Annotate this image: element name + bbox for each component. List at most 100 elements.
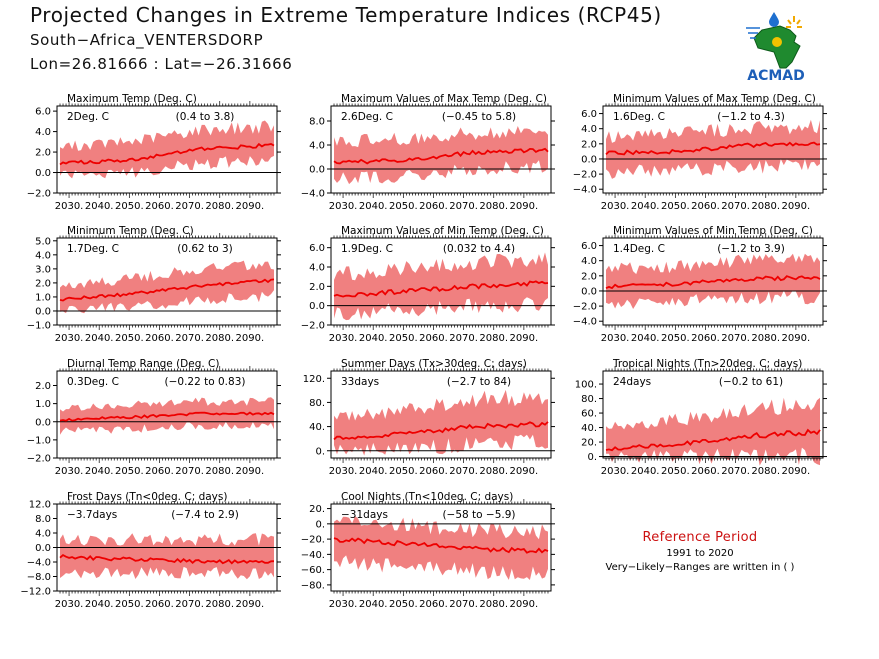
chart-title: Minimum Values of Min Temp (Deg. C) (613, 225, 813, 237)
mean-change-label: 24days (613, 376, 651, 388)
x-tick-label: 2070. (175, 201, 204, 212)
x-tick-label: 2090. (510, 201, 539, 212)
y-tick-label: 2.0 (581, 139, 597, 150)
likely-range-band (606, 397, 820, 466)
y-tick-label: −2.0 (573, 170, 597, 181)
y-tick-label: −80. (301, 580, 325, 591)
chart-title: Diurnal Temp Range (Deg. C) (67, 358, 219, 370)
x-tick-label: 2070. (175, 599, 204, 610)
x-tick-label: 2050. (115, 599, 144, 610)
very-likely-range-label: (0.62 to 3) (177, 243, 232, 255)
ensemble-mean-line (333, 147, 549, 165)
y-tick-label: 4.0 (581, 124, 597, 135)
y-tick-label: 0.0 (309, 165, 325, 176)
x-tick-label: 2060. (691, 201, 720, 212)
x-tick-label: 2050. (115, 201, 144, 212)
y-tick-label: −20. (301, 535, 325, 546)
y-tick-label: 6.0 (581, 109, 597, 120)
x-tick-label: 2090. (236, 599, 265, 610)
y-tick-label: −1.0 (27, 435, 51, 446)
mean-change-label: 1.9Deg. C (341, 243, 393, 255)
x-tick-label: 2050. (389, 201, 418, 212)
x-tick-label: 2040. (85, 333, 114, 344)
y-tick-label: 40. (581, 423, 597, 434)
x-tick-label: 2030. (55, 466, 84, 477)
x-tick-label: 2090. (236, 466, 265, 477)
y-tick-label: 0.0 (35, 417, 51, 428)
y-tick-label: 60. (581, 409, 597, 420)
x-tick-label: 2040. (359, 333, 388, 344)
ensemble-mean-line (59, 554, 275, 565)
y-tick-label: 0. (315, 519, 325, 530)
y-tick-label: 0.0 (309, 301, 325, 312)
reference-period-title: Reference Period (642, 530, 758, 545)
likely-range-band (334, 252, 548, 321)
y-tick-label: 2.0 (309, 282, 325, 293)
x-tick-label: 2080. (205, 333, 234, 344)
y-tick-label: −60. (301, 565, 325, 576)
x-tick-label: 2080. (479, 333, 508, 344)
y-tick-label: −4.0 (301, 189, 325, 200)
x-tick-label: 2070. (449, 201, 478, 212)
x-tick-label: 2070. (449, 466, 478, 477)
y-tick-label: 0.0 (581, 286, 597, 297)
y-tick-label: 4.0 (35, 127, 51, 138)
likely-range-band (334, 389, 548, 456)
x-tick-label: 2030. (329, 333, 358, 344)
x-tick-label: 2080. (205, 599, 234, 610)
x-tick-label: 2080. (479, 466, 508, 477)
reference-period-note: Reference Period 1991 to 2020 Very−Likel… (560, 530, 840, 573)
likely-range-band (60, 120, 274, 179)
plot-frame (602, 237, 824, 326)
x-tick-label: 2040. (85, 599, 114, 610)
x-tick-label: 2080. (751, 333, 780, 344)
mean-change-label: 33days (341, 376, 379, 388)
very-likely-range-label: (−0.2 to 61) (719, 376, 783, 388)
y-tick-label: 40. (309, 422, 325, 433)
mean-change-label: 1.4Deg. C (613, 243, 665, 255)
y-tick-label: −2.0 (301, 321, 325, 332)
chart-title: Cool Nights (Tn<10deg. C; days) (341, 491, 513, 503)
y-tick-label: −12.0 (20, 587, 51, 598)
plot-frame (56, 370, 278, 459)
acmad-logo: ACMAD (736, 8, 816, 84)
mean-change-label: −31days (341, 509, 388, 521)
chart-title: Maximum Values of Min Temp (Deg. C) (341, 225, 544, 237)
y-tick-label: −2.0 (27, 189, 51, 200)
x-tick-label: 2060. (419, 466, 448, 477)
likely-range-band (60, 533, 274, 580)
water-drop-icon (769, 12, 779, 27)
x-tick-label: 2070. (721, 466, 750, 477)
y-tick-label: −4.0 (573, 317, 597, 328)
x-tick-label: 2080. (205, 466, 234, 477)
y-tick-label: 2.0 (35, 278, 51, 289)
y-tick-label: 4.0 (35, 529, 51, 540)
likely-range-band (60, 260, 274, 314)
plot-frame (330, 237, 552, 326)
very-likely-range-label: (0.032 to 4.4) (443, 243, 515, 255)
very-likely-range-label: (−2.7 to 84) (447, 376, 511, 388)
x-tick-label: 2030. (329, 201, 358, 212)
y-tick-label: 8.0 (35, 514, 51, 525)
x-tick-label: 2080. (205, 201, 234, 212)
x-tick-label: 2060. (419, 333, 448, 344)
x-tick-label: 2050. (661, 333, 690, 344)
y-tick-label: 6.0 (309, 243, 325, 254)
x-tick-label: 2030. (601, 333, 630, 344)
y-tick-label: 0. (315, 446, 325, 457)
likely-range-band (334, 516, 548, 580)
x-tick-label: 2090. (782, 333, 811, 344)
x-tick-label: 2040. (85, 201, 114, 212)
chart-title: Tropical Nights (Tn>20deg. C; days) (612, 358, 802, 370)
logo-text: ACMAD (747, 68, 805, 84)
very-likely-range-label: (0.4 to 3.8) (176, 111, 235, 123)
x-tick-label: 2050. (661, 466, 690, 477)
chart-panel: −2.0 0.0 2.0 4.0 6.0 2030. 2040. 2050. 2060. 2070… (301, 225, 555, 344)
reference-period-years: 1991 to 2020 (666, 548, 734, 559)
x-tick-label: 2060. (145, 201, 174, 212)
x-tick-label: 2060. (419, 599, 448, 610)
y-tick-label: 4.0 (35, 250, 51, 261)
y-tick-label: −2.0 (27, 454, 51, 465)
